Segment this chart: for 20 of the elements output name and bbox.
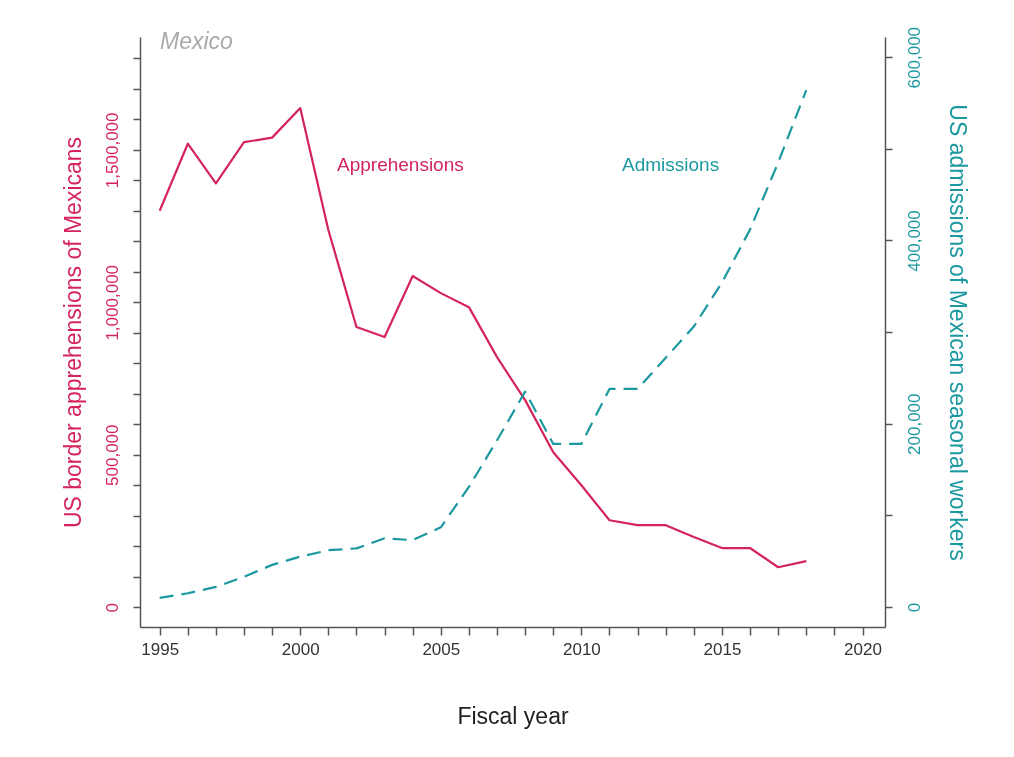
y-tick-label: 1,500,000: [102, 112, 122, 189]
y-tick-label: 0: [102, 602, 122, 613]
y2-tick-label: 400,000: [904, 210, 924, 272]
x-tick-label: 2015: [703, 639, 742, 659]
x-tick-label: 2000: [281, 639, 320, 659]
series-label: Apprehensions: [337, 154, 464, 175]
y2-tick-label: 600,000: [904, 26, 924, 89]
x-tick-label: 1995: [141, 639, 180, 659]
x-tick-label: 2020: [844, 639, 882, 659]
x-axis-title: Fiscal year: [457, 702, 569, 729]
text: Admissions: [622, 154, 720, 175]
y-tick-label: 500,000: [102, 424, 122, 486]
y-axis-title: US border apprehensions of Mexicans: [59, 136, 86, 529]
y2-tick-label: 0: [904, 602, 924, 613]
x-tick-label: 2005: [422, 639, 461, 659]
x-tick-label: 2010: [562, 639, 601, 659]
y-tick-label: 1,000,000: [102, 264, 122, 341]
y2-axis-title: US admissions of Mexican seasonal workers: [944, 104, 971, 561]
y2-tick-label: 200,000: [904, 393, 924, 455]
chart-title: Mexico: [160, 28, 234, 54]
